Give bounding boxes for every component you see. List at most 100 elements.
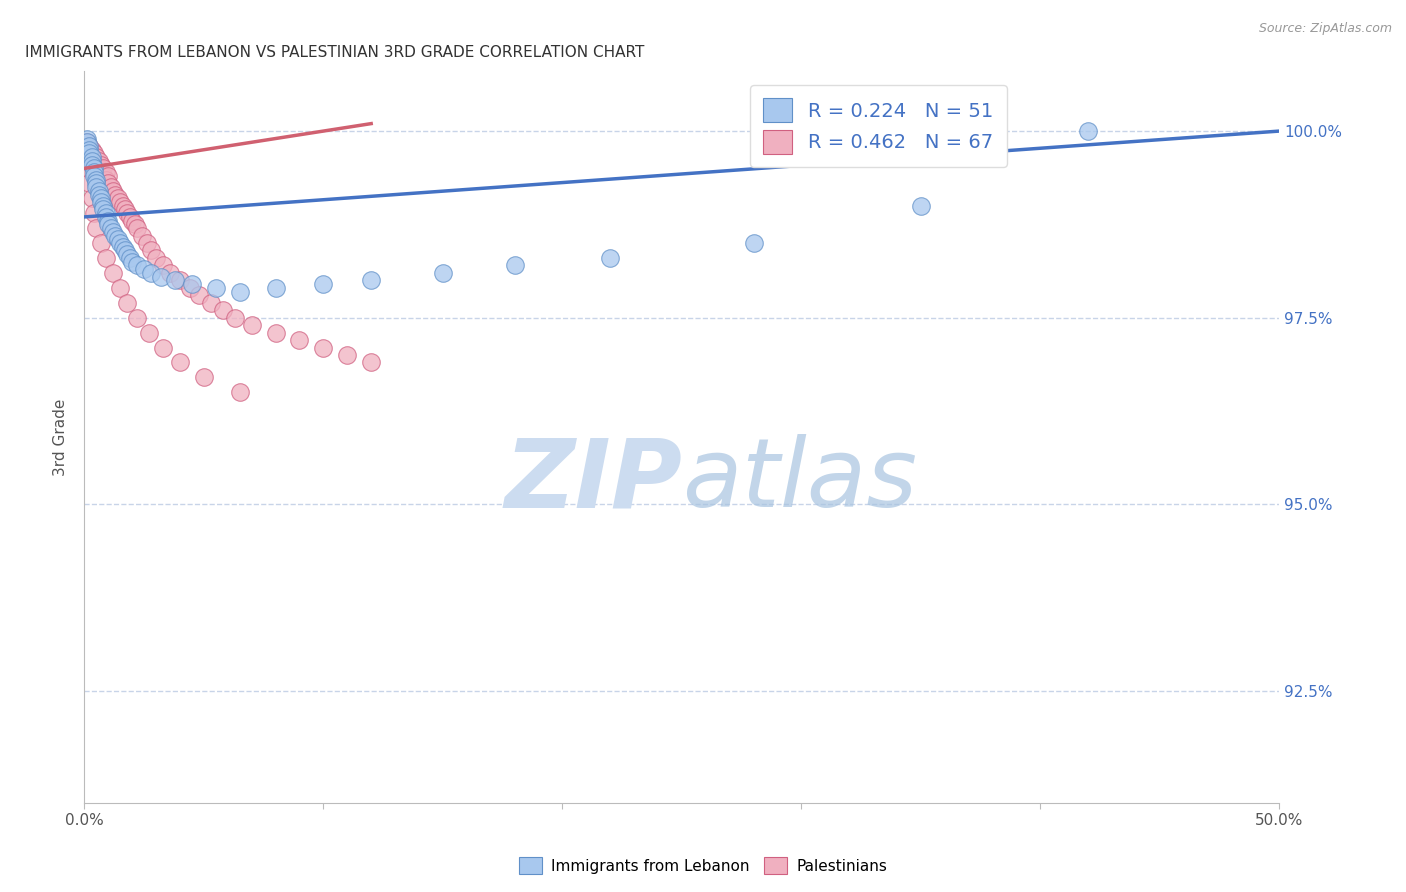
- Point: [97, 218, 120, 232]
- Point: [86, 158, 108, 172]
- Point: [1077, 124, 1099, 138]
- Point: [90, 158, 112, 172]
- Point: [141, 244, 163, 258]
- Point: [118, 251, 141, 265]
- Point: [77, 139, 100, 153]
- Point: [87, 184, 110, 198]
- Point: [77, 177, 100, 191]
- Point: [114, 244, 136, 258]
- Point: [104, 228, 127, 243]
- Point: [111, 240, 134, 254]
- Point: [83, 153, 105, 168]
- Point: [117, 247, 139, 261]
- Point: [90, 191, 112, 205]
- Point: [87, 153, 110, 168]
- Point: [599, 251, 621, 265]
- Point: [76, 161, 98, 176]
- Point: [118, 210, 141, 224]
- Point: [97, 169, 120, 183]
- Point: [107, 232, 129, 246]
- Point: [100, 221, 122, 235]
- Point: [228, 385, 252, 400]
- Point: [101, 184, 124, 198]
- Point: [312, 277, 335, 291]
- Point: [97, 177, 120, 191]
- Point: [224, 310, 246, 325]
- Point: [200, 295, 222, 310]
- Point: [110, 194, 132, 209]
- Point: [77, 146, 100, 161]
- Point: [93, 161, 115, 176]
- Point: [159, 266, 181, 280]
- Point: [179, 281, 201, 295]
- Point: [149, 269, 172, 284]
- Point: [110, 235, 132, 250]
- Point: [86, 172, 108, 186]
- Point: [180, 277, 202, 291]
- Point: [80, 143, 103, 157]
- Point: [121, 213, 143, 227]
- Point: [80, 150, 103, 164]
- Point: [77, 146, 100, 161]
- Point: [77, 143, 100, 157]
- Legend: R = 0.224   N = 51, R = 0.462   N = 67: R = 0.224 N = 51, R = 0.462 N = 67: [749, 85, 1007, 167]
- Point: [124, 218, 146, 232]
- Point: [86, 180, 108, 194]
- Point: [121, 254, 143, 268]
- Text: ZIP: ZIP: [503, 434, 682, 527]
- Point: [138, 326, 160, 340]
- Text: IMMIGRANTS FROM LEBANON VS PALESTINIAN 3RD GRADE CORRELATION CHART: IMMIGRANTS FROM LEBANON VS PALESTINIAN 3…: [25, 45, 644, 61]
- Point: [87, 161, 110, 176]
- Point: [114, 202, 136, 217]
- Point: [83, 169, 105, 183]
- Point: [264, 281, 287, 295]
- Point: [360, 355, 382, 369]
- Point: [152, 341, 174, 355]
- Point: [94, 206, 117, 220]
- Point: [97, 213, 120, 227]
- Point: [193, 370, 215, 384]
- Point: [742, 235, 765, 250]
- Point: [93, 202, 115, 217]
- Point: [76, 135, 98, 149]
- Point: [135, 235, 157, 250]
- Point: [80, 150, 103, 164]
- Point: [169, 355, 191, 369]
- Point: [117, 206, 139, 220]
- Point: [80, 153, 103, 168]
- Y-axis label: 3rd Grade: 3rd Grade: [53, 399, 69, 475]
- Point: [93, 169, 115, 183]
- Point: [145, 251, 167, 265]
- Point: [90, 165, 112, 179]
- Point: [80, 158, 103, 172]
- Point: [101, 225, 124, 239]
- Point: [76, 135, 98, 149]
- Point: [125, 310, 148, 325]
- Point: [94, 165, 117, 179]
- Point: [104, 187, 127, 202]
- Legend: Immigrants from Lebanon, Palestinians: Immigrants from Lebanon, Palestinians: [512, 851, 894, 880]
- Point: [94, 251, 117, 265]
- Point: [111, 199, 134, 213]
- Point: [80, 191, 103, 205]
- Point: [141, 266, 163, 280]
- Point: [83, 206, 105, 220]
- Point: [83, 146, 105, 161]
- Point: [107, 191, 129, 205]
- Point: [288, 333, 311, 347]
- Point: [100, 180, 122, 194]
- Point: [165, 273, 187, 287]
- Point: [125, 259, 148, 273]
- Point: [360, 273, 382, 287]
- Point: [240, 318, 263, 332]
- Point: [101, 266, 124, 280]
- Point: [77, 139, 100, 153]
- Point: [312, 341, 335, 355]
- Point: [93, 199, 115, 213]
- Point: [90, 235, 112, 250]
- Point: [188, 288, 211, 302]
- Point: [86, 221, 108, 235]
- Point: [110, 281, 132, 295]
- Point: [336, 348, 359, 362]
- Point: [264, 326, 287, 340]
